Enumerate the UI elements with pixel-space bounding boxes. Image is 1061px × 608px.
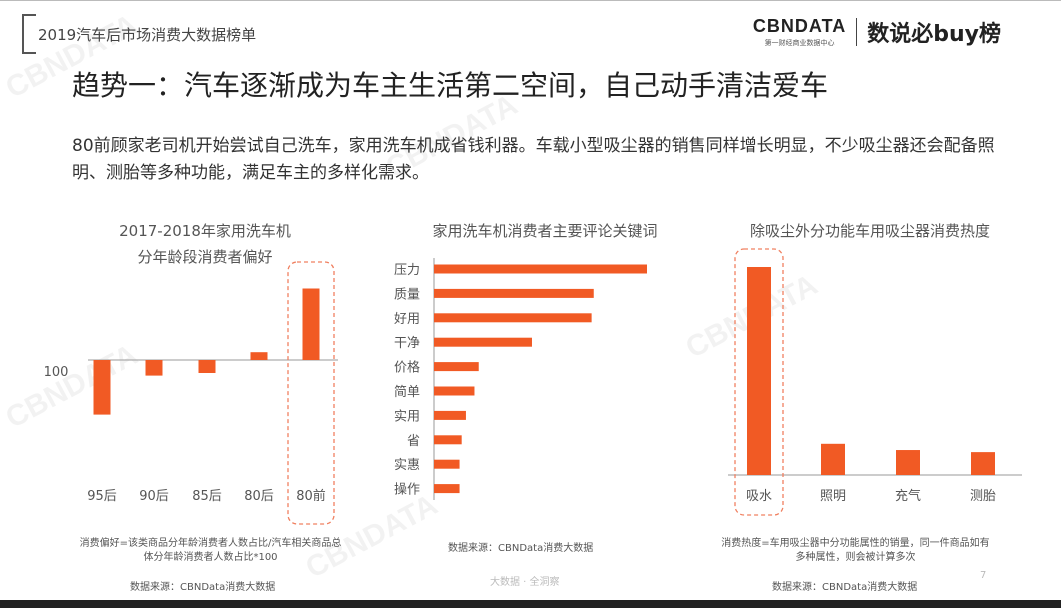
vacuum-chart-source: 数据来源：CBNData消费大数据	[772, 582, 918, 593]
age-category-label: 95后	[87, 489, 117, 504]
age-chart-note: 消费偏好=该类商品分年龄消费者人数占比/汽车相关商品总体分年龄消费者人数占比*1…	[79, 538, 342, 563]
age-category-label: 80前	[296, 488, 326, 504]
age-bar	[145, 360, 163, 376]
keyword-label: 质量	[394, 287, 420, 302]
cbndata-logo-text: CBNDATA	[752, 16, 847, 36]
age-bar	[302, 288, 320, 360]
intro-paragraph: 80前顾家老司机开始尝试自己洗车，家用洗车机成省钱利器。车载小型吸尘器的销售同样…	[72, 136, 995, 183]
keyword-bar	[434, 459, 460, 469]
vacuum-bar	[821, 443, 845, 475]
keyword-chart-title: 家用洗车机消费者主要评论关键词	[432, 222, 658, 240]
keyword-label: 实用	[394, 409, 420, 424]
keyword-label: 实惠	[394, 458, 420, 473]
keyword-bar	[434, 362, 479, 372]
brand-separator	[856, 18, 858, 46]
vacuum-bar	[971, 452, 995, 475]
keyword-label: 简单	[394, 384, 420, 400]
slide-heading: 趋势一：汽车逐渐成为车主生活第二空间，自己动手清洁爱车	[72, 69, 829, 102]
age-bar	[93, 360, 111, 415]
bottom-bar	[0, 600, 1061, 608]
vacuum-category-label: 照明	[820, 489, 846, 504]
vacuum-bar	[747, 267, 771, 475]
age-category-label: 80后	[244, 489, 274, 504]
vacuum-category-label: 吸水	[746, 489, 772, 504]
age-highlight-box	[287, 261, 335, 525]
age-chart-title: 2017-2018年家用洗车机 分年龄段消费者偏好	[65, 218, 345, 270]
keyword-label: 操作	[394, 482, 420, 498]
vacuum-bar	[896, 450, 920, 475]
vacuum-chart-title: 除吸尘外分功能车用吸尘器消费热度	[749, 222, 990, 240]
keyword-bar	[434, 264, 647, 274]
header-rule	[0, 0, 1061, 1]
title-bracket	[22, 14, 36, 54]
keyword-label: 价格	[394, 360, 420, 376]
keyword-bar	[434, 484, 460, 494]
vacuum-category-label: 测胎	[970, 489, 996, 504]
age-chart-title-line1: 2017-2018年家用洗车机	[119, 222, 291, 240]
vacuum-chart-note: 消费热度=车用吸尘器中分功能属性的销量，同一件商品如有多种属性，则会被计算多次	[721, 538, 990, 563]
age-category-label: 90后	[139, 489, 169, 504]
keyword-label: 好用	[394, 312, 420, 327]
list-brand-logo: 数说必buy榜	[867, 22, 1001, 47]
keyword-bar	[434, 337, 532, 347]
age-bar	[198, 360, 216, 373]
keyword-bar	[434, 313, 592, 323]
keyword-label: 压力	[394, 263, 420, 278]
age-bar	[250, 352, 268, 360]
keyword-bar	[434, 410, 466, 420]
age-chart-baseline-label: 100	[44, 365, 69, 380]
keyword-label: 干净	[394, 336, 420, 351]
cbndata-logo-subtext: 第一财经商业数据中心	[764, 39, 835, 47]
keyword-bar	[434, 288, 594, 298]
cbndata-logo: CBNDATA 第一财经商业数据中心	[753, 16, 846, 48]
keyword-chart-source: 数据来源：CBNData消费大数据	[448, 543, 594, 554]
keyword-label: 省	[407, 434, 420, 449]
footer-watermark-text: 大数据 · 全洞察	[490, 577, 560, 588]
age-chart-source: 数据来源：CBNData消费大数据	[130, 582, 276, 593]
keyword-bar	[434, 386, 475, 396]
age-category-label: 85后	[192, 489, 222, 504]
vacuum-highlight-box	[734, 248, 784, 516]
vacuum-category-label: 充气	[895, 488, 921, 504]
age-chart-title-line2: 分年龄段消费者偏好	[137, 248, 273, 266]
page-number: 7	[980, 570, 987, 581]
brand-logo: CBNDATA 第一财经商业数据中心 数说必buy榜	[753, 16, 1001, 48]
report-title: 2019汽车后市场消费大数据榜单	[38, 26, 257, 44]
keyword-bar	[434, 435, 462, 445]
